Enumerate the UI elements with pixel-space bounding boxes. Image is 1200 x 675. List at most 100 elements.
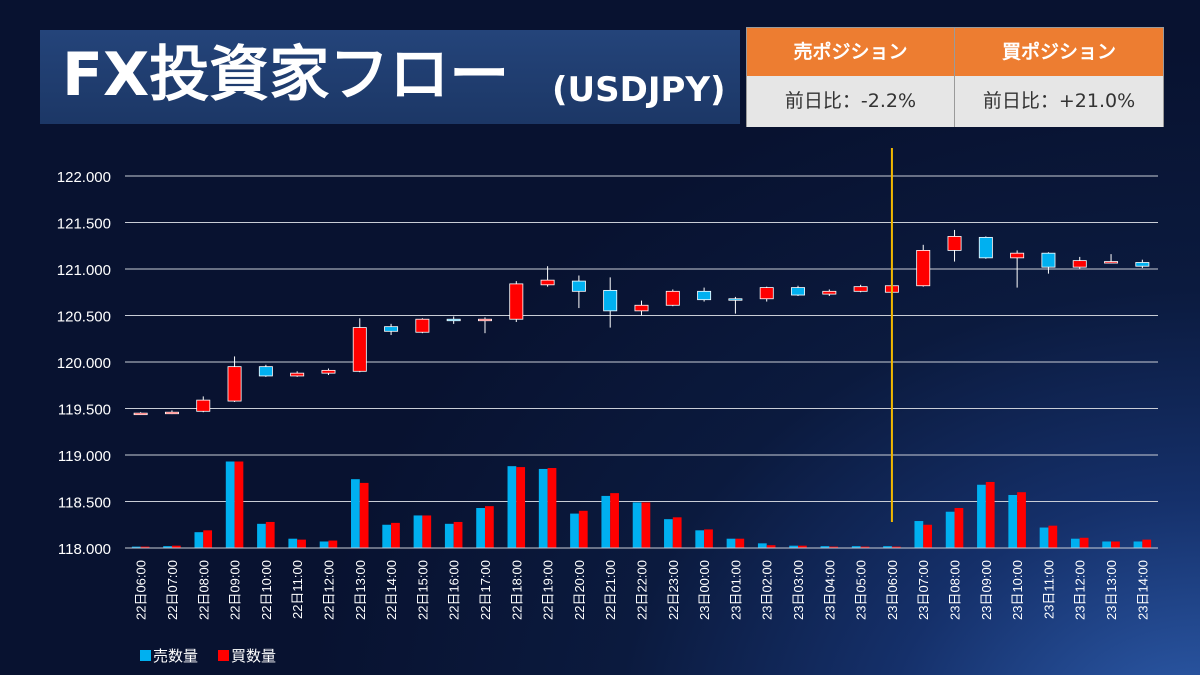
x-tick-label: 22日18:00 <box>509 560 524 620</box>
candle-body <box>1010 252 1025 259</box>
buy-volume-bar <box>391 522 400 548</box>
x-tick-label: 22日07:00 <box>165 560 180 620</box>
buy-volume-bar <box>1017 492 1026 548</box>
x-tick-label: 22日22:00 <box>635 560 650 620</box>
sell-volume-bar <box>632 502 642 548</box>
candle-body <box>258 366 273 377</box>
sell-volume-bar <box>820 546 830 548</box>
sell-volume-bar <box>601 495 611 548</box>
candle-body <box>759 287 774 300</box>
y-tick-label: 120.500 <box>57 309 111 326</box>
buy-position-header: 買ポジション <box>955 28 1163 76</box>
buy-volume-bar <box>171 545 181 548</box>
candle-body <box>978 236 993 259</box>
candle-body <box>916 249 931 287</box>
buy-volume-bar <box>891 546 901 548</box>
x-tick-label: 23日08:00 <box>948 560 963 620</box>
candle-body <box>1135 262 1150 267</box>
x-tick-label: 23日02:00 <box>760 560 775 620</box>
x-tick-label: 22日20:00 <box>572 560 587 620</box>
sell-volume-bar <box>257 523 266 548</box>
buy-volume-bar <box>297 539 306 548</box>
x-tick-label: 23日14:00 <box>1135 560 1150 620</box>
sell-volume-bar <box>507 466 517 548</box>
buy-volume-bar <box>328 540 338 548</box>
x-tick-label: 22日08:00 <box>196 560 211 620</box>
sell-volume-bar <box>851 546 861 548</box>
sell-volume-bar <box>538 468 548 548</box>
buy-volume-bar <box>578 510 588 548</box>
candle-body <box>728 298 743 301</box>
candle-body <box>697 290 712 301</box>
x-tick-label: 22日21:00 <box>603 560 618 620</box>
x-tick-label: 23日12:00 <box>1073 560 1088 620</box>
candle-body <box>947 236 962 251</box>
sell-volume-bar <box>351 479 360 548</box>
candle-body <box>321 369 336 374</box>
sell-volume-bar <box>789 545 799 548</box>
sell-volume-bar <box>1070 538 1080 548</box>
sell-volume-bar <box>914 521 924 548</box>
sell-volume-bar <box>570 513 579 548</box>
sell-volume-bar <box>382 524 392 548</box>
x-tick-label: 23日13:00 <box>1104 560 1119 620</box>
candle-body <box>822 290 837 295</box>
buy-volume-bar <box>453 521 463 548</box>
legend-label-sell: 売数量 <box>153 647 198 665</box>
sell-volume-bar <box>1039 527 1049 548</box>
candle-body <box>290 372 305 377</box>
x-tick-label: 23日03:00 <box>791 560 806 620</box>
buy-volume-bar <box>1142 539 1152 548</box>
candle-body <box>1072 260 1087 268</box>
x-tick-label: 22日10:00 <box>259 560 274 620</box>
candle-body <box>446 318 461 322</box>
candle-body <box>603 289 618 312</box>
x-tick-label: 22日17:00 <box>478 560 493 620</box>
sell-volume-bar <box>163 546 172 548</box>
candle-body <box>509 283 524 320</box>
buy-volume-bar <box>923 524 932 548</box>
y-tick-label: 121.500 <box>57 216 111 233</box>
y-tick-label: 121.000 <box>57 262 111 279</box>
candle-body <box>853 286 868 292</box>
x-tick-label: 22日11:00 <box>290 560 305 619</box>
sell-volume-bar <box>194 532 204 548</box>
legend-swatch-sell <box>140 650 151 661</box>
x-tick-label: 22日16:00 <box>447 560 462 620</box>
candle-body <box>665 290 680 306</box>
candle-body <box>540 279 555 286</box>
x-tick-label: 23日05:00 <box>854 560 869 620</box>
sell-volume-bar <box>883 546 892 548</box>
sell-volume-bar <box>695 530 705 548</box>
y-tick-label: 118.500 <box>58 495 111 512</box>
sell-volume-bar <box>1102 541 1112 548</box>
sell-position-change: 前日比：-2.2% <box>747 76 955 127</box>
buy-volume-bar <box>954 508 964 548</box>
buy-volume-bar <box>985 481 995 548</box>
candle-body <box>478 318 492 322</box>
candle-body <box>1104 261 1119 264</box>
title-banner: FX投資家フロー (USDJPY) <box>40 30 740 124</box>
x-tick-label: 22日14:00 <box>384 560 399 620</box>
buy-volume-bar <box>672 517 682 548</box>
buy-volume-bar <box>1111 541 1120 548</box>
x-tick-label: 23日06:00 <box>885 560 900 620</box>
x-tick-label: 22日19:00 <box>541 560 556 620</box>
buy-volume-bar <box>1048 525 1058 548</box>
y-tick-label: 122.000 <box>57 169 111 186</box>
legend-label-buy: 買数量 <box>231 647 276 665</box>
y-tick-label: 120.000 <box>57 355 111 372</box>
buy-volume-bar <box>203 530 213 548</box>
candle-body <box>352 327 367 372</box>
sell-volume-bar <box>726 538 736 548</box>
sell-volume-bar <box>225 461 235 548</box>
legend-swatch-buy <box>218 650 229 661</box>
candle-body <box>196 399 211 412</box>
buy-volume-bar <box>265 521 275 548</box>
sell-volume-bar <box>413 515 423 548</box>
sell-volume-bar <box>319 541 329 548</box>
sell-volume-bar <box>288 538 298 548</box>
candle-body <box>634 304 649 312</box>
buy-volume-bar <box>484 506 494 548</box>
